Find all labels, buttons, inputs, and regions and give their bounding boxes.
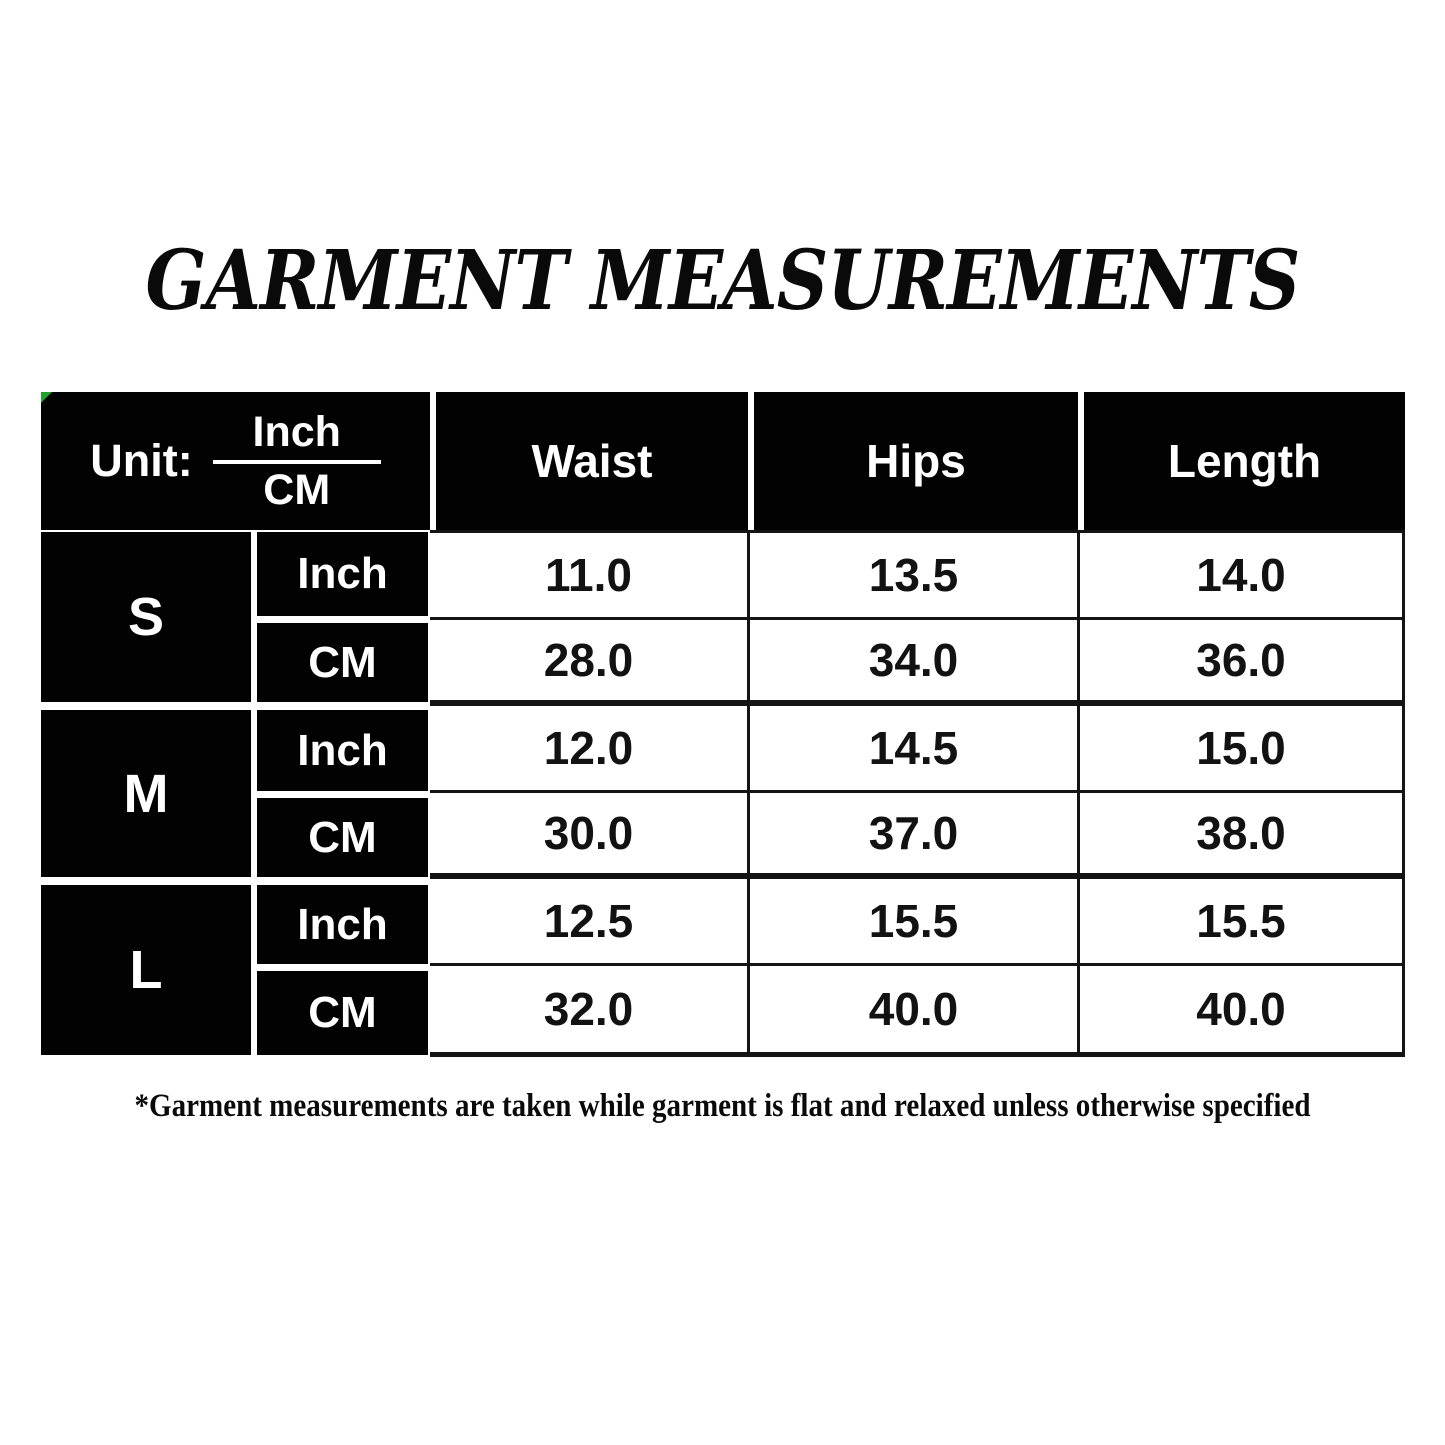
- value-s-cm-waist: 28.0: [430, 619, 750, 706]
- unit-fraction: Inch CM: [212, 408, 381, 514]
- value-s-inch-hips: 13.5: [750, 533, 1080, 620]
- value-m-inch-hips: 14.5: [750, 706, 1080, 793]
- value-l-cm-hips: 40.0: [750, 965, 1080, 1052]
- unit-cell-s-inch: Inch: [257, 532, 428, 616]
- value-l-inch-length: 15.5: [1080, 879, 1402, 966]
- size-cell-l: L: [41, 885, 251, 1055]
- column-header-waist: Waist: [436, 392, 748, 530]
- measurement-footnote: *Garment measurements are taken while ga…: [134, 1088, 1311, 1124]
- value-l-inch-hips: 15.5: [750, 879, 1080, 966]
- size-cell-s: S: [41, 532, 251, 702]
- size-cell-m: M: [41, 710, 251, 877]
- value-s-inch-length: 14.0: [1080, 533, 1402, 620]
- value-m-cm-waist: 30.0: [430, 792, 750, 879]
- unit-cell-l-inch: Inch: [257, 885, 428, 964]
- value-m-cm-hips: 37.0: [750, 792, 1080, 879]
- value-m-cm-length: 38.0: [1080, 793, 1402, 879]
- measurement-grid: 11.0 13.5 14.0 28.0 34.0 36.0 12.0 14.5 …: [430, 530, 1405, 1057]
- value-m-inch-length: 15.0: [1080, 706, 1402, 793]
- unit-fraction-cm: CM: [263, 466, 331, 514]
- value-s-inch-waist: 11.0: [430, 533, 750, 620]
- value-l-inch-waist: 12.5: [430, 879, 750, 966]
- unit-cell-l-cm: CM: [257, 971, 428, 1055]
- value-s-cm-length: 36.0: [1080, 620, 1402, 706]
- unit-cell-m-inch: Inch: [257, 710, 428, 791]
- unit-cell-m-cm: CM: [257, 798, 428, 877]
- column-header-length: Length: [1084, 392, 1405, 530]
- green-corner-artifact: [41, 392, 52, 403]
- value-m-inch-waist: 12.0: [430, 706, 750, 793]
- unit-cell-s-cm: CM: [257, 623, 428, 702]
- unit-header-cell: Unit: Inch CM: [41, 392, 430, 530]
- column-header-hips: Hips: [754, 392, 1078, 530]
- unit-fraction-inch: Inch: [212, 408, 381, 464]
- page-title: GARMENT MEASUREMENTS: [145, 233, 1301, 329]
- value-l-cm-length: 40.0: [1196, 982, 1286, 1035]
- value-s-cm-hips: 34.0: [750, 619, 1080, 706]
- unit-label: Unit:: [90, 435, 193, 486]
- value-l-cm-waist: 32.0: [430, 965, 750, 1052]
